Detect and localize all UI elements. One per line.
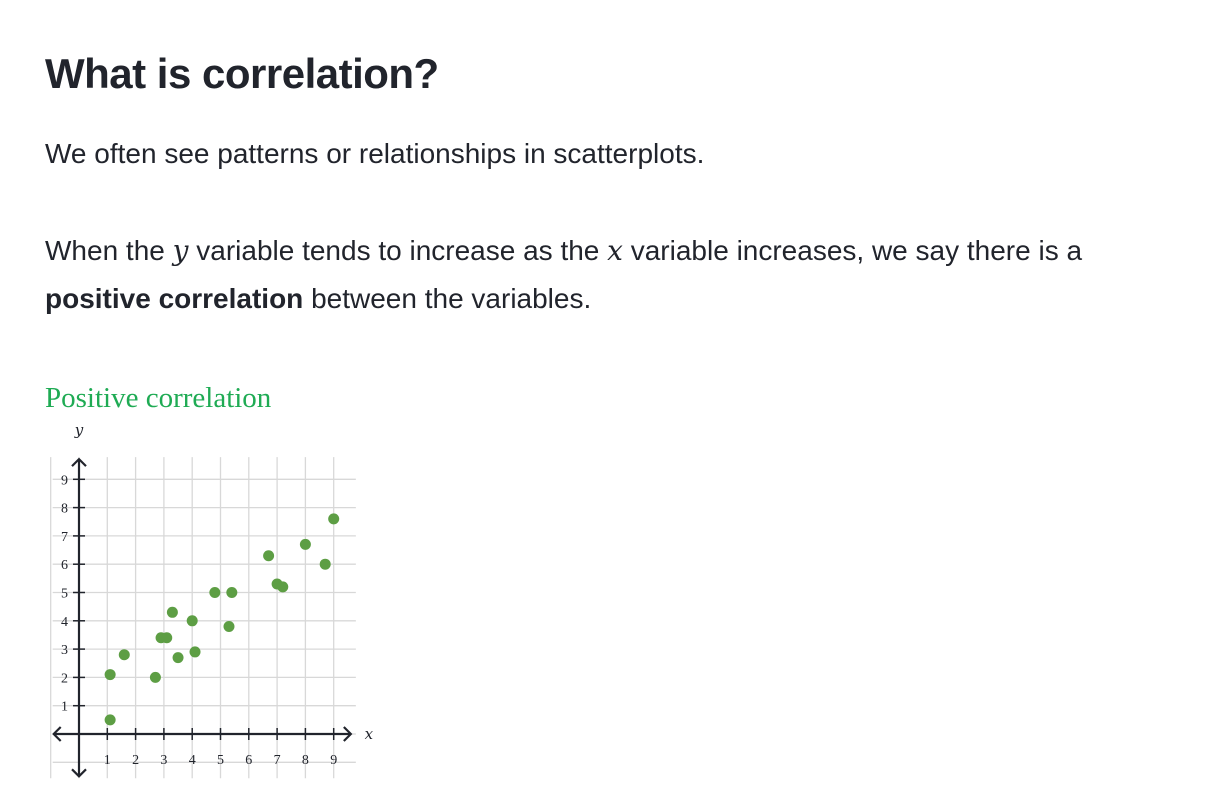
data-point [189,646,201,658]
y-tick-label: 6 [61,558,68,573]
x-tick-label: 9 [330,753,337,768]
y-tick-label: 9 [61,473,68,488]
definition-text-2: variable tends to increase as the [188,235,608,266]
y-tick-label: 8 [61,502,68,517]
definition-text-1: When the [45,235,173,266]
data-point [118,649,130,661]
x-tick-label: 7 [274,753,281,768]
y-tick-label: 7 [61,530,68,545]
data-point [209,587,221,598]
data-point [186,615,198,627]
y-axis-arrow-down [71,768,87,778]
data-point [149,671,161,683]
y-axis-label: y [74,421,84,439]
x-tick-label: 6 [245,753,252,768]
data-point [263,550,275,562]
data-point [166,606,178,618]
data-point [226,587,238,598]
y-axis-arrow-up [71,457,87,467]
data-point [277,581,289,593]
scatterplot: 1 2 3 4 5 6 7 8 9 1 2 3 4 5 6 7 8 9 x y [50,421,374,779]
y-variable: y [172,234,189,267]
chart-title: Positive correlation [45,382,272,414]
y-tick-label: 4 [61,615,68,630]
x-tick-label: 5 [217,753,224,768]
data-point [299,538,311,550]
positive-correlation-term: positive correlation [45,283,304,314]
y-tick-label: 5 [61,587,68,602]
data-point [104,714,116,726]
x-axis-label: x [365,725,374,743]
x-tick-label: 3 [160,753,167,768]
data-point [172,652,184,664]
data-point [328,513,340,525]
x-axis-arrow-right [343,726,353,742]
data-point [161,632,173,644]
definition-text-4: between the variables. [303,283,592,314]
definition-paragraph: When the y variable tends to increase as… [45,227,1165,323]
y-tick-label: 1 [61,700,68,715]
x-tick-label: 4 [189,753,196,768]
x-tick-label: 2 [132,753,139,768]
x-variable: x [607,234,623,267]
page-title: What is correlation? [45,50,439,97]
x-tick-label: 1 [104,753,111,768]
data-point [104,669,116,681]
data-point [223,620,235,632]
x-tick-label: 8 [302,753,309,768]
data-point [319,558,331,570]
definition-text-3: variable increases, we say there is a [622,235,1083,266]
x-axis-arrow-left [52,726,62,742]
y-tick-label: 3 [61,643,68,658]
y-tick-label: 2 [61,671,68,686]
intro-paragraph: We often see patterns or relationships i… [45,138,705,169]
